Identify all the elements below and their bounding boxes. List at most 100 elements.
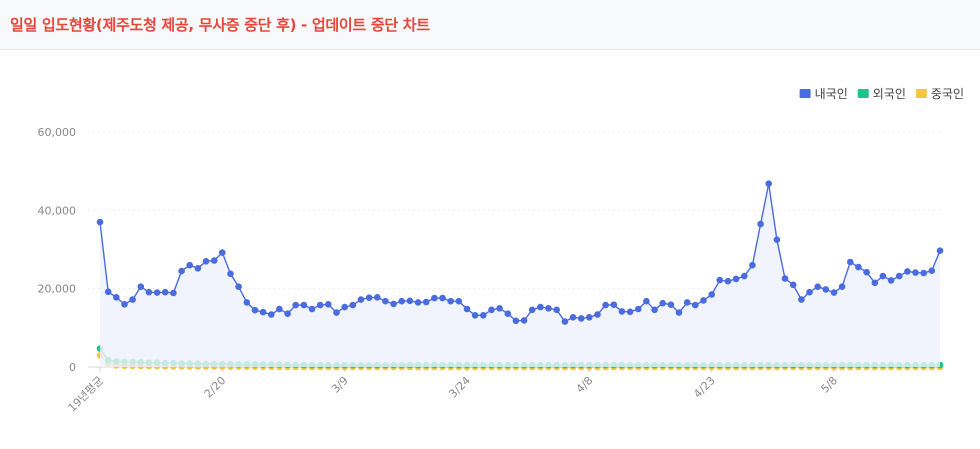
data-point[interactable] <box>365 294 373 301</box>
data-point[interactable] <box>757 220 764 228</box>
data-point[interactable] <box>259 308 267 316</box>
data-point[interactable] <box>895 272 903 280</box>
data-point[interactable] <box>732 275 740 283</box>
data-point[interactable] <box>186 261 193 269</box>
data-point[interactable] <box>716 276 724 284</box>
legend-swatch[interactable] <box>857 89 869 98</box>
data-point[interactable] <box>789 281 797 289</box>
data-point[interactable] <box>749 261 756 269</box>
data-point[interactable] <box>936 247 944 254</box>
data-point[interactable] <box>463 305 471 313</box>
data-point[interactable] <box>781 275 789 282</box>
data-point[interactable] <box>692 301 699 309</box>
data-point[interactable] <box>594 311 601 318</box>
data-point[interactable] <box>496 305 503 312</box>
data-point[interactable] <box>488 306 495 314</box>
data-point[interactable] <box>667 301 675 308</box>
data-point[interactable] <box>333 309 340 316</box>
data-point[interactable] <box>161 288 169 296</box>
data-point[interactable] <box>341 303 349 311</box>
data-point[interactable] <box>765 180 772 187</box>
data-point[interactable] <box>374 294 381 301</box>
data-point[interactable] <box>382 297 389 305</box>
data-point[interactable] <box>292 301 300 309</box>
data-point[interactable] <box>659 299 666 307</box>
data-point[interactable] <box>471 312 479 319</box>
data-point[interactable] <box>390 300 397 308</box>
data-point[interactable] <box>904 268 911 275</box>
data-point[interactable] <box>863 268 870 276</box>
data-point[interactable] <box>210 257 218 264</box>
data-point[interactable] <box>268 311 275 318</box>
data-point[interactable] <box>920 269 927 277</box>
data-point[interactable] <box>129 296 136 303</box>
data-point[interactable] <box>806 288 813 296</box>
data-point[interactable] <box>577 315 585 322</box>
data-point[interactable] <box>610 301 618 308</box>
data-point[interactable] <box>814 283 821 290</box>
data-point[interactable] <box>243 299 251 306</box>
data-point[interactable] <box>447 297 455 305</box>
data-point[interactable] <box>912 269 919 276</box>
legend-swatch[interactable] <box>799 89 811 98</box>
data-point[interactable] <box>104 288 112 296</box>
data-point[interactable] <box>349 301 357 309</box>
data-point[interactable] <box>202 258 210 265</box>
data-point[interactable] <box>414 299 422 306</box>
data-point[interactable] <box>113 294 120 301</box>
data-point[interactable] <box>325 301 332 308</box>
data-point[interactable] <box>545 305 552 312</box>
data-point[interactable] <box>675 309 683 316</box>
data-point[interactable] <box>520 317 528 324</box>
data-point[interactable] <box>838 283 846 290</box>
data-point[interactable] <box>406 297 414 305</box>
data-point[interactable] <box>855 263 862 271</box>
data-point[interactable] <box>569 314 577 321</box>
data-point[interactable] <box>284 310 291 318</box>
data-point[interactable] <box>798 296 805 303</box>
data-point[interactable] <box>741 272 748 280</box>
data-point[interactable] <box>847 258 854 266</box>
data-point[interactable] <box>194 265 202 272</box>
data-point[interactable] <box>357 296 365 303</box>
data-point[interactable] <box>561 318 569 325</box>
data-point[interactable] <box>480 312 487 319</box>
data-point[interactable] <box>251 306 259 314</box>
data-point[interactable] <box>504 310 512 318</box>
data-point[interactable] <box>635 305 642 313</box>
data-point[interactable] <box>928 267 936 274</box>
data-point[interactable] <box>300 301 308 309</box>
data-point[interactable] <box>887 277 895 284</box>
data-point[interactable] <box>308 305 316 313</box>
data-point[interactable] <box>316 301 324 309</box>
data-point[interactable] <box>618 308 626 315</box>
data-point[interactable] <box>422 298 430 306</box>
legend[interactable]: 중국인 외국인 내국인 <box>799 87 964 101</box>
data-point[interactable] <box>227 270 234 278</box>
data-point[interactable] <box>219 249 226 256</box>
data-point[interactable] <box>528 306 536 314</box>
data-point[interactable] <box>455 297 463 305</box>
data-point[interactable] <box>586 314 593 321</box>
data-point[interactable] <box>178 267 185 275</box>
data-point[interactable] <box>121 301 128 308</box>
data-point[interactable] <box>537 303 544 311</box>
data-point[interactable] <box>553 306 560 314</box>
data-point[interactable] <box>643 297 650 305</box>
data-point[interactable] <box>773 236 781 243</box>
data-point[interactable] <box>700 297 707 304</box>
data-point[interactable] <box>871 279 879 287</box>
legend-swatch[interactable] <box>915 89 927 98</box>
data-point[interactable] <box>145 288 153 296</box>
data-point[interactable] <box>626 308 634 316</box>
data-point[interactable] <box>512 317 520 325</box>
data-point[interactable] <box>153 289 161 296</box>
data-point[interactable] <box>822 286 830 293</box>
legend-label[interactable]: 외국인 <box>873 87 906 101</box>
data-point[interactable] <box>431 294 438 302</box>
data-point[interactable] <box>235 283 242 290</box>
data-point[interactable] <box>276 305 283 313</box>
data-point[interactable] <box>724 277 732 285</box>
data-point[interactable] <box>398 297 406 305</box>
data-point[interactable] <box>879 272 887 280</box>
